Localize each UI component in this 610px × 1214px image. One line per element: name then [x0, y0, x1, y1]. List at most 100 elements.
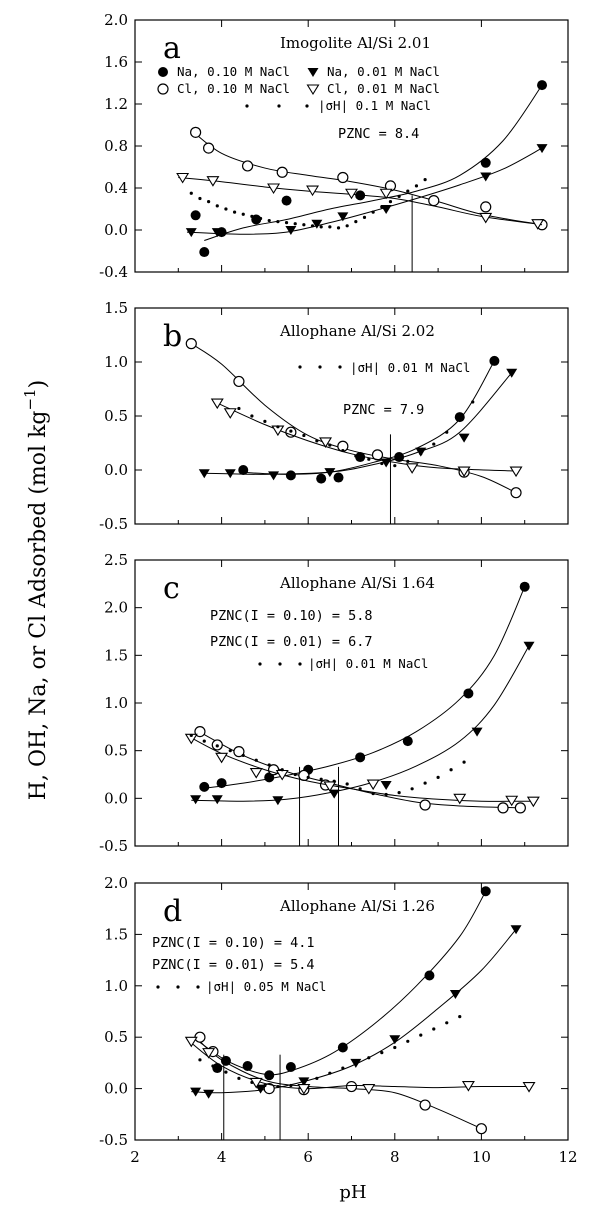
data-point-a-4: [398, 195, 401, 198]
data-point-c-4: [385, 793, 388, 796]
x-tick-label-d: 4: [217, 1148, 227, 1166]
y-axis-title: H, OH, Na, or Cl Adsorbed (mol kg−1): [21, 380, 51, 800]
panel-c: -0.50.00.51.01.52.02.5c Allophane Al/Si 1…: [99, 551, 568, 855]
data-point-c-4: [190, 734, 193, 737]
data-point-b-3: [407, 464, 418, 473]
y-tick-label-c: 1.5: [104, 646, 128, 664]
data-point-c-0: [463, 688, 473, 698]
data-point-c-4: [437, 776, 440, 779]
data-point-d-4: [289, 1084, 292, 1087]
data-point-a-0: [537, 80, 547, 90]
data-point-a-4: [363, 216, 366, 219]
data-point-d-4: [263, 1084, 266, 1087]
y-tick-label-c: -0.5: [99, 837, 128, 855]
panel-letter-c: c: [163, 571, 180, 606]
data-point-a-2: [338, 173, 348, 183]
data-point-c-2: [515, 803, 525, 813]
legend-marker-a-4: [277, 104, 280, 107]
data-point-c-4: [424, 781, 427, 784]
y-tick-label-d: 2.0: [104, 874, 128, 892]
x-axis-title: pH: [339, 1182, 366, 1203]
data-point-c-4: [281, 768, 284, 771]
legend-label-a-1: Na, 0.01 M NaCl: [327, 64, 440, 79]
data-point-a-4: [207, 200, 210, 203]
data-point-d-4: [354, 1061, 357, 1064]
data-point-b-4: [393, 464, 396, 467]
data-point-c-4: [229, 749, 232, 752]
data-point-c-0: [403, 736, 413, 746]
data-point-b-4: [237, 407, 240, 410]
data-point-c-4: [294, 773, 297, 776]
x-tick-label-d: 12: [558, 1148, 577, 1166]
data-point-c-0: [199, 782, 209, 792]
data-point-b-4: [289, 430, 292, 433]
y-tick-label-b: -0.5: [99, 515, 128, 533]
data-point-a-4: [216, 204, 219, 207]
data-point-b-0: [238, 465, 248, 475]
y-tick-label-d: 1.5: [104, 925, 128, 943]
legend-marker-a-3: [308, 85, 319, 94]
data-point-a-0: [282, 196, 292, 206]
data-point-d-4: [341, 1066, 344, 1069]
panel-a: -0.40.00.40.81.21.62.0a Imogolite Al/Si 2…: [99, 11, 568, 281]
data-point-a-4: [198, 197, 201, 200]
legend-marker-d: [156, 985, 159, 988]
data-point-b-4: [263, 420, 266, 423]
panel-b: -0.50.00.51.01.5b Allophane Al/Si 2.02|σH…: [99, 299, 568, 533]
data-point-a-4: [259, 217, 262, 220]
panel-title-d: Allophane Al/Si 1.26: [279, 897, 435, 915]
data-point-b-4: [315, 439, 318, 442]
panel-d: -0.5 0.0 0.5 1.0 1.5 2.0 2 4 6 8 10 12 d Allophane Al…: [99, 874, 577, 1166]
data-point-d-4: [458, 1015, 461, 1018]
data-point-a-4: [311, 224, 314, 227]
annotation-d-0: PZNC(I = 0.10) = 4.1: [152, 935, 315, 951]
panel-letter-a: a: [163, 31, 181, 66]
data-point-c-4: [333, 780, 336, 783]
data-point-d-0: [286, 1062, 296, 1072]
data-point-d-3: [463, 1082, 474, 1091]
data-point-c-4: [462, 761, 465, 764]
data-point-d-0: [481, 886, 491, 896]
data-point-a-4: [380, 205, 383, 208]
annotation-c-1: PZNC(I = 0.01) = 6.7: [210, 634, 373, 650]
data-point-b-4: [471, 400, 474, 403]
legend-label-a-2: Cl, 0.10 M NaCl: [177, 81, 290, 96]
legend-marker-d: [196, 985, 199, 988]
data-point-d-4: [302, 1081, 305, 1084]
data-point-d-4: [406, 1040, 409, 1043]
data-point-a-4: [415, 184, 418, 187]
data-point-c-1: [472, 728, 483, 737]
data-point-a-4: [424, 178, 427, 181]
x-tick-label-d: 8: [390, 1148, 400, 1166]
data-point-c-3: [251, 769, 262, 778]
annotation-a-0: PZNC = 8.4: [338, 126, 419, 142]
data-point-c-0: [355, 752, 365, 762]
data-point-a-2: [191, 127, 201, 137]
legend-marker-a-4: [245, 104, 248, 107]
data-point-b-4: [354, 454, 357, 457]
legend-label-a-0: Na, 0.10 M NaCl: [177, 64, 290, 79]
annotation-b-0: PZNC = 7.9: [343, 402, 424, 418]
data-point-d-4: [237, 1077, 240, 1080]
y-tick-label-d: 0.5: [104, 1028, 128, 1046]
plot-frame-d: [135, 883, 568, 1140]
data-point-b-0: [489, 356, 499, 366]
data-point-d-1: [511, 925, 522, 934]
data-point-c-4: [268, 763, 271, 766]
data-point-a-4: [294, 222, 297, 225]
data-point-b-4: [276, 425, 279, 428]
y-tick-label-c: 0.5: [104, 742, 128, 760]
legend-marker-a-0: [158, 67, 168, 77]
y-tick-label-a: 2.0: [104, 11, 128, 29]
data-point-a-0: [191, 210, 201, 220]
data-point-d-4: [276, 1085, 279, 1088]
data-point-a-2: [243, 161, 253, 171]
y-tick-label-d: -0.5: [99, 1131, 128, 1149]
data-point-c-3: [216, 753, 227, 762]
y-axis-title-close: ): [26, 380, 51, 389]
data-point-c-0: [217, 778, 227, 788]
legend-marker-d: [176, 985, 179, 988]
x-tick-label-d: 6: [303, 1148, 313, 1166]
data-point-d-2: [347, 1082, 357, 1092]
data-point-d-2: [420, 1100, 430, 1110]
